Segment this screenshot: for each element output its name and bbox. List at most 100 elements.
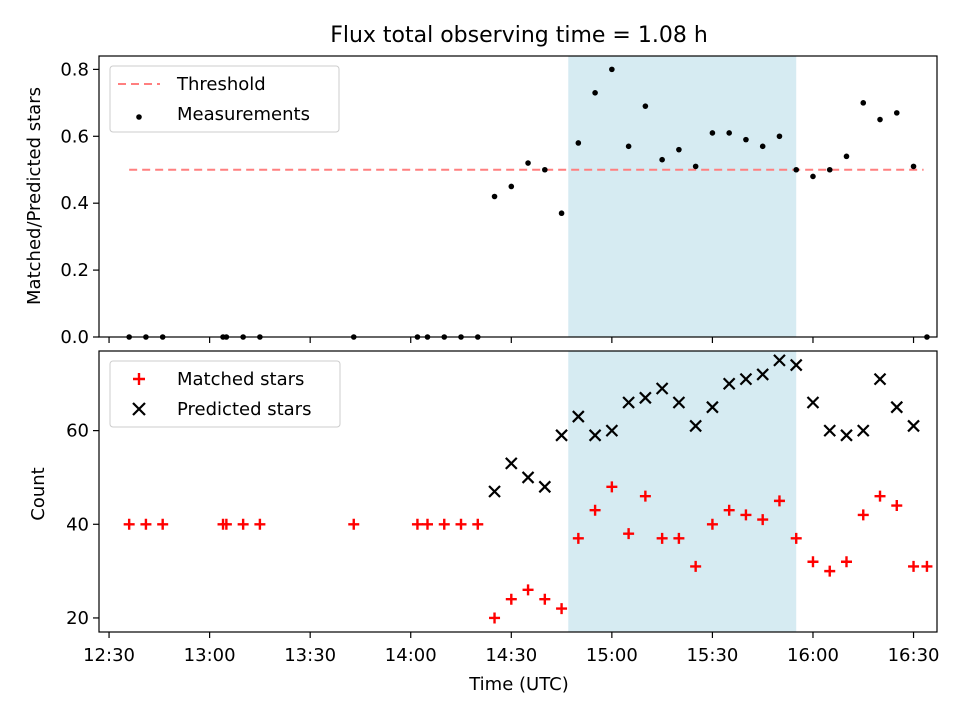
y-tick-label: 0.4 bbox=[60, 193, 89, 214]
predicted-star-point bbox=[756, 368, 769, 381]
ratio-axes-frame bbox=[98, 55, 938, 338]
matched-legend-swatch bbox=[133, 373, 145, 385]
measurement-point bbox=[843, 153, 850, 160]
matched-star-point bbox=[673, 532, 685, 544]
x-tick-label: 13:00 bbox=[184, 645, 236, 666]
matched-star-point bbox=[123, 518, 135, 530]
matched-star-point bbox=[539, 593, 551, 605]
measurement-point bbox=[542, 166, 548, 173]
predicted-star-point bbox=[605, 424, 619, 437]
matched-star-point bbox=[740, 509, 752, 521]
measurement-point bbox=[491, 193, 498, 200]
legend-measurements: Measurements bbox=[177, 104, 310, 125]
count-marks bbox=[123, 354, 933, 624]
matched-star-point bbox=[723, 504, 735, 516]
matched-star-point bbox=[421, 518, 433, 530]
predicted-star-point bbox=[907, 419, 920, 433]
predicted-star-point bbox=[655, 382, 669, 395]
matched-star-point bbox=[438, 518, 450, 530]
matched-star-point bbox=[623, 528, 635, 540]
count-panel: 20 40 60 12:30 13:00 13:30 14:00 14:30 15:00 15:… bbox=[28, 350, 939, 695]
predicted-star-point bbox=[672, 396, 686, 409]
predicted-star-point bbox=[789, 358, 803, 372]
measurement-point bbox=[692, 163, 699, 170]
count-legend: Matched stars Predicted stars bbox=[109, 360, 341, 428]
predicted-star-point bbox=[890, 400, 904, 414]
measurement-point bbox=[877, 116, 883, 123]
count-axes-frame bbox=[98, 350, 938, 633]
matched-star-point bbox=[824, 565, 836, 577]
measurement-point bbox=[893, 110, 900, 116]
matched-star-point bbox=[921, 560, 933, 572]
matched-star-point bbox=[556, 603, 568, 615]
legend-threshold: Threshold bbox=[176, 74, 266, 95]
ratio-legend: Threshold Measurements bbox=[109, 65, 340, 133]
matched-star-point bbox=[874, 490, 886, 502]
predicted-star-point bbox=[840, 429, 853, 442]
matched-star-point bbox=[908, 560, 920, 572]
matched-star-point bbox=[505, 593, 517, 605]
measurement-point bbox=[826, 166, 833, 173]
ratio-panel: 0.00.20.40.60.8 Matched/Predicted stars … bbox=[24, 55, 938, 348]
x-tick-label: 13:30 bbox=[284, 645, 336, 666]
predicted-star-point bbox=[823, 424, 837, 437]
y-tick-label: 0.0 bbox=[60, 327, 89, 348]
predicted-star-point bbox=[639, 391, 652, 405]
predicted-star-point bbox=[706, 400, 719, 414]
matched-star-point bbox=[522, 584, 534, 596]
measurement-point bbox=[726, 130, 732, 136]
ratio-x-ticks bbox=[108, 337, 915, 343]
y-tick-label: 0.8 bbox=[60, 59, 89, 80]
matched-star-point bbox=[639, 490, 651, 502]
predicted-star-point bbox=[689, 419, 702, 433]
x-tick-label: 14:00 bbox=[385, 645, 437, 666]
matched-star-point bbox=[572, 532, 584, 544]
matched-star-point bbox=[706, 518, 718, 530]
measurement-point bbox=[793, 166, 800, 173]
measurement-point bbox=[910, 163, 917, 170]
y-tick-label: 40 bbox=[66, 514, 89, 535]
legend-matched-stars: Matched stars bbox=[177, 369, 304, 390]
predicted-star-point bbox=[739, 372, 753, 386]
matched-star-point bbox=[891, 500, 903, 512]
predicted-legend-swatch bbox=[132, 402, 146, 416]
measurement-point bbox=[609, 66, 615, 73]
predicted-star-point bbox=[538, 480, 552, 494]
matched-star-point bbox=[757, 514, 769, 526]
measurement-point bbox=[709, 130, 716, 136]
measurement-point bbox=[776, 133, 783, 140]
predicted-star-point bbox=[505, 457, 518, 470]
legend-predicted-stars: Predicted stars bbox=[177, 399, 311, 420]
x-tick-label: 14:30 bbox=[485, 645, 537, 666]
x-tick-label: 12:30 bbox=[83, 645, 135, 666]
measurement-point bbox=[659, 156, 665, 163]
matched-star-point bbox=[472, 518, 484, 530]
matched-star-point bbox=[807, 556, 819, 568]
x-tick-label: 15:30 bbox=[686, 645, 738, 666]
y-tick-label: 0.6 bbox=[60, 126, 89, 147]
predicted-star-point bbox=[806, 396, 820, 409]
x-tick-label: 16:30 bbox=[888, 645, 940, 666]
matched-star-point bbox=[489, 612, 501, 624]
measurement-point bbox=[642, 103, 649, 109]
matched-star-point bbox=[840, 556, 852, 568]
measurement-point bbox=[810, 173, 816, 180]
predicted-star-point bbox=[856, 424, 870, 437]
matched-star-point bbox=[140, 518, 152, 530]
matched-star-point bbox=[857, 509, 869, 521]
predicted-star-point bbox=[572, 410, 585, 423]
measurement-point bbox=[508, 183, 515, 190]
measurements-legend-swatch bbox=[136, 114, 142, 120]
matched-star-point bbox=[455, 518, 467, 530]
predicted-star-point bbox=[521, 471, 535, 484]
measurement-point bbox=[676, 146, 682, 153]
measurement-point bbox=[592, 89, 598, 96]
matched-star-point bbox=[773, 495, 785, 507]
y-tick-label: 0.2 bbox=[60, 260, 89, 281]
count-legend-box bbox=[109, 360, 341, 428]
measurement-point bbox=[558, 210, 565, 217]
count-x-ticks: 12:30 13:00 13:30 14:00 14:30 15:00 15:30 16:00… bbox=[83, 632, 939, 666]
matched-star-point bbox=[690, 560, 702, 572]
matched-star-point bbox=[348, 518, 360, 530]
ratio-legend-box bbox=[109, 65, 340, 133]
